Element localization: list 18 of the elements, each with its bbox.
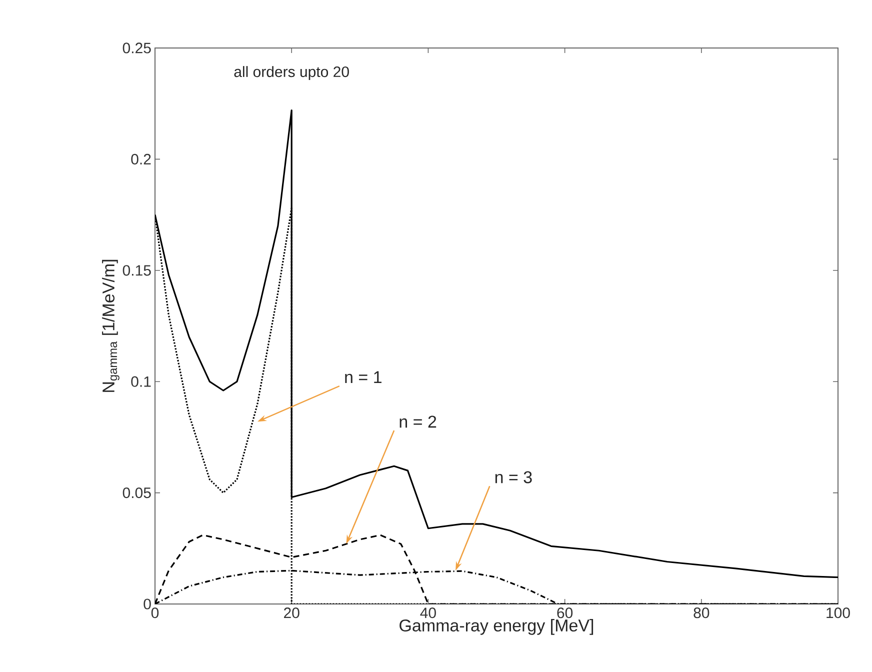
- y-tick-label: 0.05: [122, 487, 151, 498]
- x-tick-label: 0: [151, 608, 159, 618]
- y-tick-label: 0.1: [131, 376, 151, 387]
- annotation: n = 3: [495, 471, 532, 484]
- annotation: n = 1: [345, 371, 382, 383]
- annotation: n = 2: [400, 416, 436, 428]
- y-tick-label: 0.25: [122, 42, 151, 54]
- y-tick-label: 0.15: [122, 265, 151, 276]
- y-tick-label: 0: [144, 598, 151, 610]
- x-tick-label: 80: [694, 608, 710, 618]
- y-tick-label: 0.2: [131, 154, 151, 164]
- y-axis-title: N$_{gamma}$ [1/MeV/m]: [102, 260, 120, 392]
- x-tick-label: 60: [557, 608, 573, 618]
- x-tick-label: 20: [284, 608, 300, 618]
- x-tick-label: 100: [826, 608, 850, 618]
- annotation: all orders upto 20: [234, 66, 349, 80]
- x-axis-title: Gamma-ray energy [MeV]: [400, 619, 594, 635]
- x-tick-label: 40: [420, 608, 436, 618]
